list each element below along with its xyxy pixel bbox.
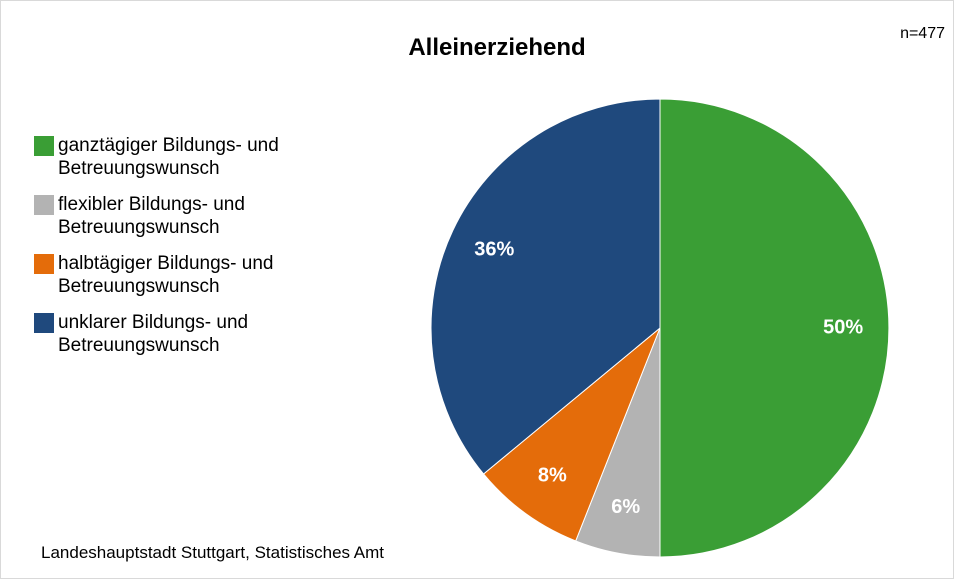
legend-swatch <box>34 313 54 333</box>
data-label: 50% <box>823 316 863 338</box>
legend-swatch <box>34 195 54 215</box>
legend-label: unklarer Bildungs- und Betreuungswunsch <box>58 312 249 356</box>
source: Landeshauptstadt Stuttgart, Statistische… <box>41 543 385 562</box>
data-label: 36% <box>474 238 514 260</box>
annotation: n=477 <box>900 25 945 42</box>
legend-item: ganztägiger Bildungs- und Betreuungswuns… <box>34 134 334 180</box>
legend-swatch <box>34 136 54 156</box>
chart-title: Alleinerziehend <box>408 34 586 61</box>
legend-swatch <box>34 254 54 274</box>
legend-item: flexibler Bildungs- und Betreuungswunsch <box>34 193 334 239</box>
legend: ganztägiger Bildungs- und Betreuungswuns… <box>34 134 334 370</box>
pie-slice <box>482 327 661 542</box>
data-label: 6% <box>611 496 640 518</box>
legend-label: halbtägiger Bildungs- und Betreuungswuns… <box>58 253 274 297</box>
pie-slice <box>659 98 890 558</box>
pie-slice <box>430 98 661 475</box>
data-label: 8% <box>538 464 567 486</box>
legend-label: flexibler Bildungs- und Betreuungswunsch <box>58 194 245 238</box>
legend-label: ganztägiger Bildungs- und Betreuungswuns… <box>58 135 279 179</box>
legend-item: unklarer Bildungs- und Betreuungswunsch <box>34 311 334 357</box>
legend-item: halbtägiger Bildungs- und Betreuungswuns… <box>34 252 334 298</box>
